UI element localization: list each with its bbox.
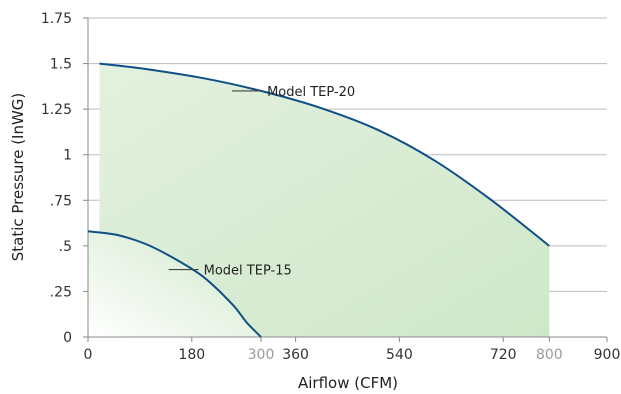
axes: [87, 18, 607, 338]
y-tick-label: .5: [59, 239, 72, 255]
area-fill-tep-20: [99, 63, 550, 337]
y-axis-title: Static Pressure (InWG): [9, 93, 27, 262]
x-tick-label: 0: [84, 347, 93, 363]
area-fills: [88, 63, 550, 337]
area-fill-tep-15: [88, 231, 261, 337]
x-tick-label: 540: [386, 347, 413, 363]
y-tick-label: 1: [63, 148, 72, 164]
y-tick-label: 1.25: [41, 102, 72, 118]
series-labels: Model TEP-20 Model TEP-15: [168, 85, 355, 279]
x-tick-label: 180: [178, 347, 205, 363]
x-tick-label: 900: [594, 347, 621, 363]
y-tick-label: .25: [50, 284, 72, 300]
y-tick-label: .75: [50, 193, 72, 209]
x-axis-title: Airflow (CFM): [298, 374, 398, 392]
x-tick-label: 300: [248, 347, 275, 363]
curve-tep-15: [87, 230, 262, 338]
series-label-tep-20: Model TEP-20: [267, 85, 355, 100]
y-tick-label: 1.75: [41, 11, 72, 27]
y-tick-label: 1.5: [50, 57, 72, 73]
x-axis-ticks: 0 180 300 360 540 720 800 900: [84, 337, 621, 363]
x-tick-label: 800: [536, 347, 563, 363]
curve-tep-20: [99, 62, 550, 247]
series-label-tep-15: Model TEP-15: [204, 264, 292, 279]
x-tick-label: 720: [490, 347, 517, 363]
series-curves: [87, 62, 550, 338]
x-tick-label: 360: [282, 347, 309, 363]
y-axis-ticks: 0 .25 .5 .75 1 1.25 1.5 1.75: [41, 11, 88, 346]
y-tick-label: 0: [63, 330, 72, 346]
